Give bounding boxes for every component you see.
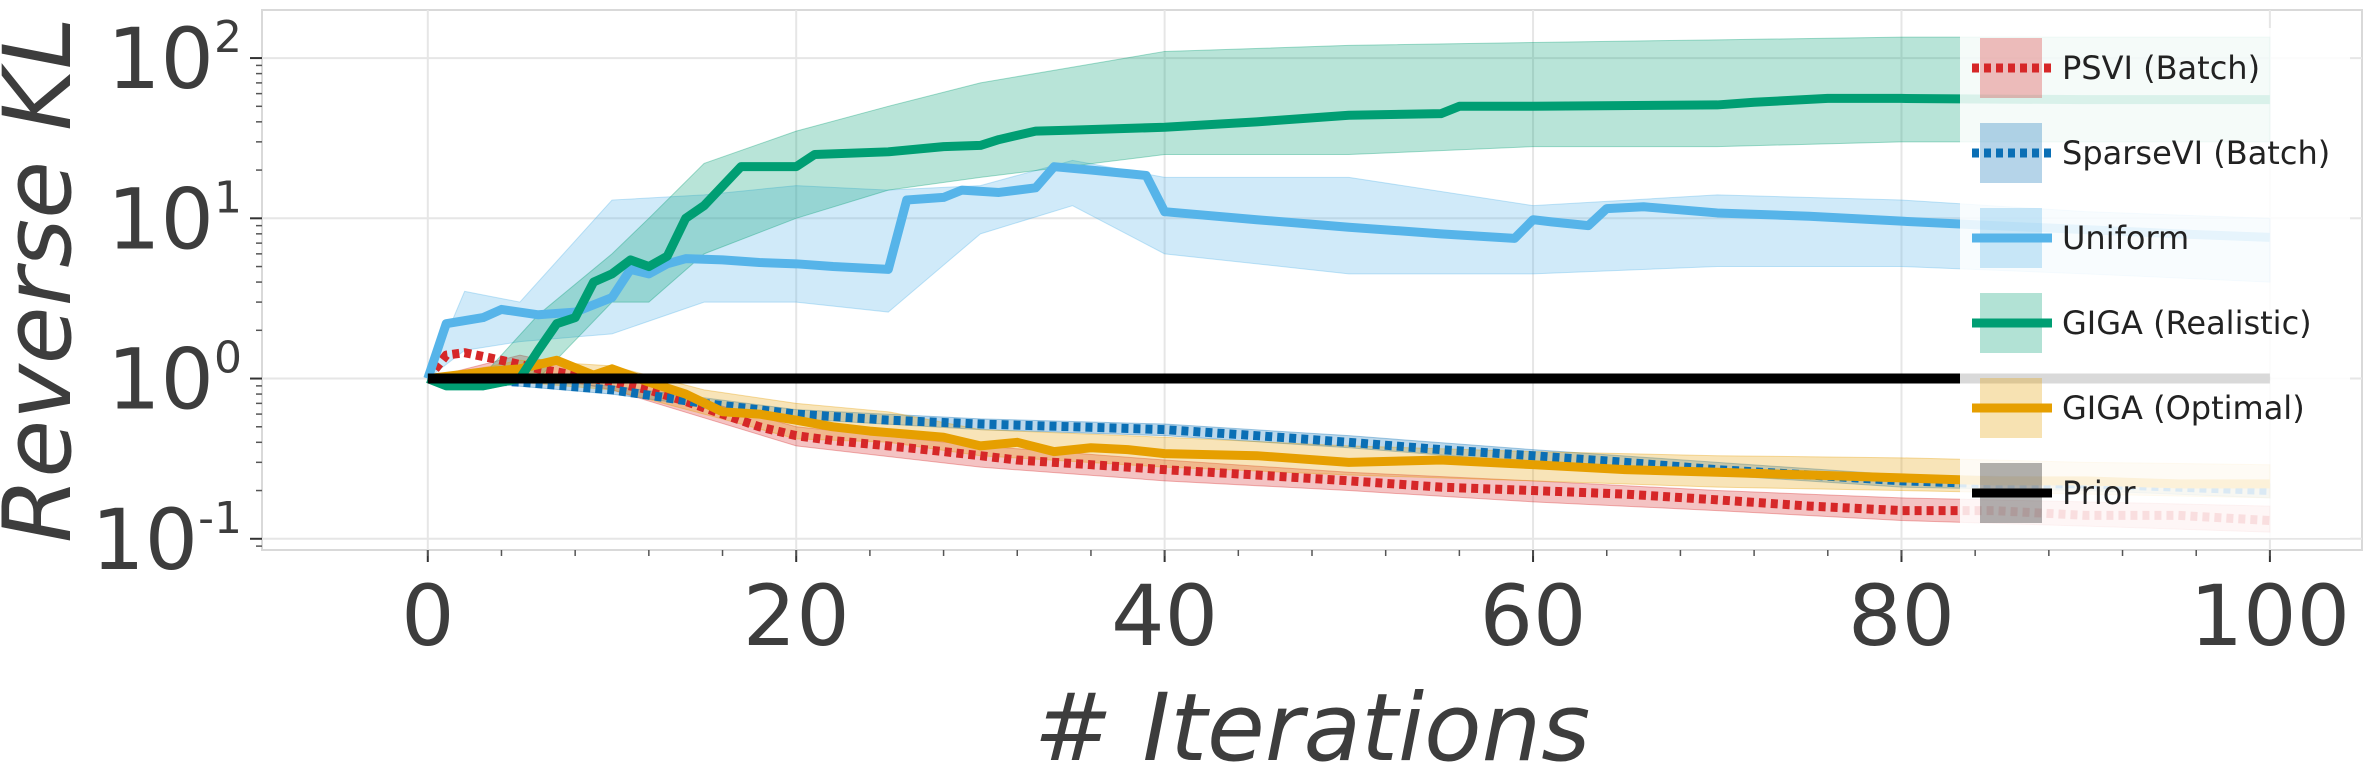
y-axis-ticks: 10-1 100 101 102 — [91, 10, 262, 589]
line-giga-optimal- — [427, 355, 2270, 489]
y-tick-label: 100 — [107, 331, 242, 429]
legend-label: GIGA (Realistic) — [2062, 304, 2312, 342]
series-lines — [423, 93, 2271, 526]
x-axis-title: # Iterations — [1034, 674, 1590, 776]
x-tick-label: 60 — [1480, 567, 1587, 665]
line-uniform — [423, 162, 2271, 380]
x-tick-label: 80 — [1848, 567, 1955, 665]
y-tick-label: 102 — [107, 10, 242, 108]
x-tick-label: 20 — [743, 567, 850, 665]
legend-label: Prior — [2062, 474, 2136, 512]
x-tick-label: 0 — [401, 567, 454, 665]
x-tick-label: 40 — [1111, 567, 1218, 665]
legend-box — [1960, 28, 2350, 538]
legend: PSVI (Batch) SparseVI (Batch) Uniform GIGA … — [1960, 28, 2350, 538]
line-giga-realistic- — [426, 93, 2270, 391]
y-axis-title: Reverse KL — [0, 17, 93, 543]
legend-label: GIGA (Optimal) — [2062, 389, 2305, 427]
x-tick-label: 100 — [2190, 567, 2350, 665]
legend-label: Uniform — [2062, 219, 2189, 257]
line-psvi-batch- — [424, 348, 2271, 526]
legend-label: SparseVI (Batch) — [2062, 134, 2330, 172]
legend-label: PSVI (Batch) — [2062, 49, 2260, 87]
y-tick-label: 101 — [107, 170, 242, 268]
y-tick-label: 10-1 — [91, 491, 242, 589]
x-axis-ticks: 0 20 40 60 80 100 — [401, 550, 2350, 665]
